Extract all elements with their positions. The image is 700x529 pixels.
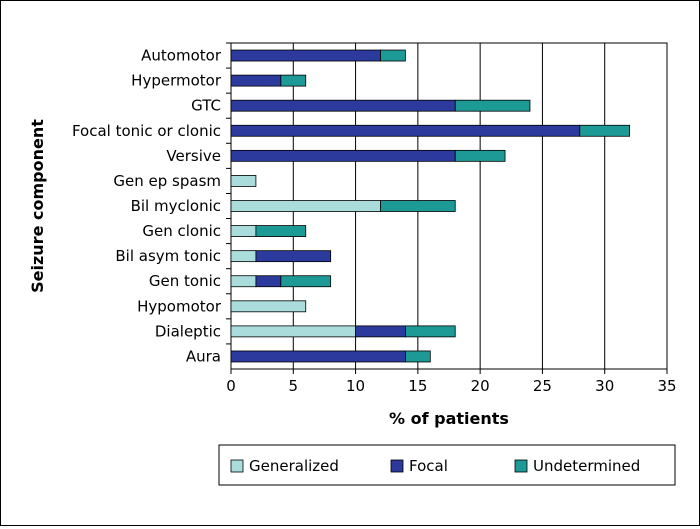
x-tick-labels: 0 5 10 15 20 25 30 35 <box>226 369 677 395</box>
legend-label: Generalized <box>249 457 339 475</box>
x-tick-label: 20 <box>471 377 490 395</box>
bar-segment <box>454 149 506 162</box>
legend-swatch <box>230 459 244 473</box>
category-label: Gen ep spasm <box>113 172 221 190</box>
category-label: Gen clonic <box>142 222 221 240</box>
x-tick-label: 25 <box>533 377 552 395</box>
bar-segment <box>230 149 456 162</box>
bars <box>230 49 631 363</box>
bar-segment <box>230 250 257 263</box>
x-tick-label: 0 <box>226 377 236 395</box>
category-label: GTC <box>191 97 221 115</box>
x-tick-label: 15 <box>408 377 427 395</box>
bar-segment <box>255 250 332 263</box>
legend-label: Undetermined <box>533 457 640 475</box>
category-labels: Automotor Hypermotor GTC Focal tonic or clo… <box>72 42 231 365</box>
category-label: Focal tonic or clonic <box>72 122 221 140</box>
legend-swatch <box>514 459 528 473</box>
x-tick-label: 5 <box>289 377 299 395</box>
category-label: Hypermotor <box>131 72 222 90</box>
bar-segment <box>355 325 406 338</box>
bar-segment <box>280 74 307 87</box>
bar-segment <box>579 124 631 137</box>
category-label: Automotor <box>141 47 222 65</box>
bar-segment <box>404 350 431 363</box>
category-label: Aura <box>186 347 221 365</box>
bar-segment <box>230 175 257 187</box>
bar-segment <box>255 275 282 288</box>
legend-label: Focal <box>409 457 448 475</box>
legend: Generalized Focal Undetermined <box>218 444 676 486</box>
bar-segment <box>280 275 332 288</box>
bar-segment <box>230 99 456 112</box>
category-label: Hypomotor <box>137 297 222 315</box>
legend-box <box>218 444 676 486</box>
x-tick-label: 35 <box>657 377 676 395</box>
bar-segment <box>255 225 307 237</box>
x-tick-label: 30 <box>595 377 614 395</box>
bar-segment <box>230 74 282 87</box>
bar-segment <box>230 200 381 212</box>
bar-segment <box>454 99 531 112</box>
category-label: Bil myclonic <box>131 197 221 215</box>
category-label: Versive <box>166 147 221 165</box>
category-label: Gen tonic <box>149 272 221 290</box>
bar-segment <box>230 225 257 237</box>
x-tick-label: 10 <box>346 377 365 395</box>
bar-segment <box>230 325 356 338</box>
bar-segment <box>404 325 456 338</box>
bar-segment <box>230 275 257 288</box>
legend-swatch <box>390 459 404 473</box>
bar-segment <box>380 200 456 212</box>
bar-segment <box>380 49 406 62</box>
y-axis-title: Seizure component <box>28 119 47 293</box>
category-label: Bil asym tonic <box>115 247 221 265</box>
bar-segment <box>230 124 581 137</box>
bar-segment <box>230 300 307 313</box>
bar-segment <box>230 350 406 363</box>
x-axis-title: % of patients <box>389 409 509 428</box>
bar-segment <box>230 49 381 62</box>
category-label: Dialeptic <box>155 322 221 340</box>
